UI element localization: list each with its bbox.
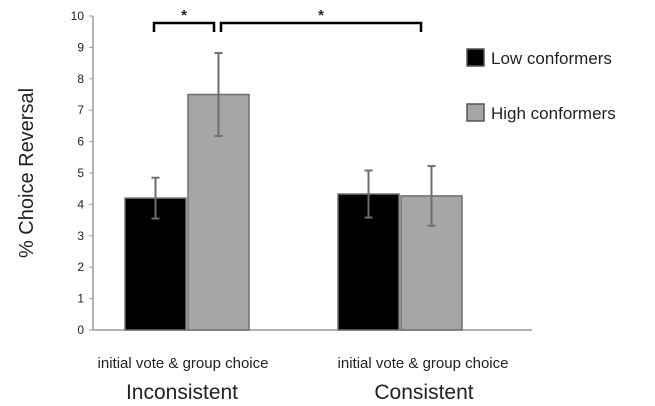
significance-brackets: * * — [152, 7, 423, 32]
significance-bracket — [152, 21, 216, 32]
y-tick-label: 3 — [77, 229, 84, 243]
category-sublabel: initial vote & group choice — [98, 355, 269, 372]
legend-swatch — [466, 103, 485, 122]
legend-swatch — [466, 48, 485, 67]
significance-star: * — [318, 7, 324, 24]
y-tick-label: 0 — [77, 323, 84, 337]
significance-star: * — [181, 7, 187, 24]
y-tick-label: 10 — [71, 9, 85, 23]
y-tick-label: 2 — [77, 260, 84, 274]
y-tick-label: 7 — [77, 103, 84, 117]
category-label: Inconsistent — [126, 381, 238, 404]
category-sublabel: initial vote & group choice — [338, 355, 509, 372]
legend-label: Low conformers — [491, 49, 612, 68]
x-axis-labels: initial vote & group choice Inconsistent i… — [98, 355, 509, 404]
legend: Low conformers High conformers — [466, 48, 616, 123]
y-tick-label: 8 — [77, 72, 84, 86]
y-tick-label: 9 — [77, 40, 84, 54]
significance-bracket — [219, 21, 423, 32]
category-label: Consistent — [374, 381, 473, 404]
y-tick-label: 1 — [77, 292, 84, 306]
y-tick-label: 4 — [77, 197, 84, 211]
y-tick-label: 6 — [77, 135, 84, 149]
legend-label: High conformers — [491, 104, 616, 123]
bars — [124, 52, 463, 331]
y-tick-label: 5 — [77, 166, 84, 180]
y-axis-label: % Choice Reversal — [16, 88, 38, 258]
